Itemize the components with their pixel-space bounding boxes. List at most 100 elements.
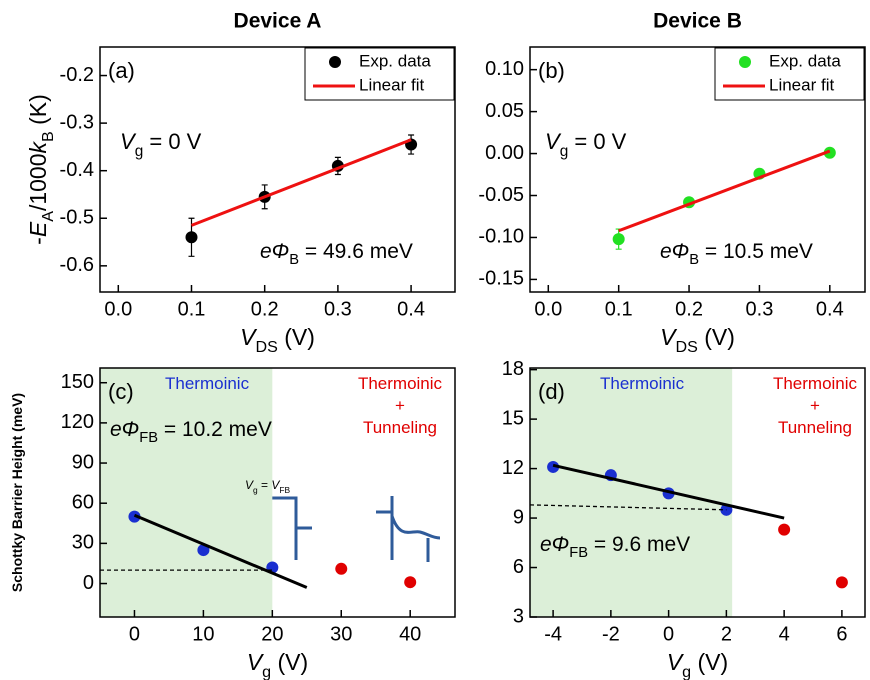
text-part: Thermoinic xyxy=(773,374,858,393)
annotation: Vg = 0 V xyxy=(120,129,202,160)
text-part: eΦ xyxy=(260,240,289,263)
text-part: V xyxy=(245,478,254,492)
annotation: Thermoinic xyxy=(358,374,443,393)
y-axis-label: Schottky Barrier Height (meV) xyxy=(9,393,25,592)
x-tick-label: -4 xyxy=(544,623,562,645)
text-part: FB xyxy=(279,485,290,495)
text-part: (V) xyxy=(698,324,735,350)
y-tick-label: 150 xyxy=(61,371,94,393)
fit-line xyxy=(190,138,412,227)
annotation: eΦFB = 10.2 meV xyxy=(110,418,272,446)
panel-title: Device B xyxy=(653,10,742,33)
y-tick-label: -0.5 xyxy=(60,207,94,229)
y-tick-label: 120 xyxy=(61,411,94,433)
annotation: Tunneling xyxy=(363,418,437,437)
text-part: FB xyxy=(569,545,588,561)
x-tick-label: 20 xyxy=(261,623,283,645)
text-part: eΦ xyxy=(540,533,569,556)
x-tick-label: 4 xyxy=(779,623,790,645)
panel-label: (c) xyxy=(108,379,134,404)
text-part: Thermoinic xyxy=(358,374,443,393)
x-tick-label: 0.2 xyxy=(675,298,703,320)
band-icon xyxy=(376,496,441,562)
text-part: g xyxy=(253,485,258,495)
legend-label: Linear fit xyxy=(359,75,424,94)
x-tick-label: 6 xyxy=(836,623,847,645)
text-part: g xyxy=(135,143,144,160)
text-part: k xyxy=(25,140,51,153)
text-part: V xyxy=(271,478,280,492)
y-tick-label: 12 xyxy=(502,457,524,479)
fit-line xyxy=(552,463,785,520)
x-axis-label: VDS (V) xyxy=(660,324,735,356)
text-part: (V) xyxy=(691,649,728,675)
x-tick-label: 0.4 xyxy=(397,298,425,320)
text-part: V xyxy=(240,324,258,350)
y-tick-label: -0.6 xyxy=(60,254,94,276)
data-point xyxy=(197,544,210,557)
y-tick-label: 0.00 xyxy=(485,142,524,164)
data-point xyxy=(835,576,848,589)
fit-line xyxy=(133,513,308,589)
plot-frame xyxy=(529,367,866,618)
text-part: E xyxy=(25,221,51,237)
x-tick-label: 0 xyxy=(129,623,140,645)
text-part: (K) xyxy=(25,94,51,131)
plot-frame xyxy=(99,367,456,618)
x-tick-label: 0.3 xyxy=(324,298,352,320)
x-tick-label: 40 xyxy=(399,623,421,645)
x-tick-label: 2 xyxy=(721,623,732,645)
fit-line xyxy=(618,149,831,233)
text-part: = xyxy=(258,478,272,492)
text-part: Schottky Barrier Height (meV) xyxy=(9,393,25,592)
panel-label: (b) xyxy=(538,58,565,83)
text-part: Tunneling xyxy=(363,418,437,437)
panel-label: (a) xyxy=(108,58,135,83)
annotation: eΦB = 49.6 meV xyxy=(260,240,413,268)
text-part: V xyxy=(667,649,685,675)
x-tick-label: 0.3 xyxy=(746,298,774,320)
annotation: Thermoinic xyxy=(773,374,858,393)
text-part: = 10.2 meV xyxy=(158,418,272,441)
annotation: Thermoinic xyxy=(165,374,250,393)
annotation: Tunneling xyxy=(778,418,852,437)
data-point xyxy=(404,576,417,589)
plot-frame xyxy=(99,46,456,293)
text-part: eΦ xyxy=(660,240,689,263)
text-part: = 10.5 meV xyxy=(699,240,813,263)
annotation: + xyxy=(395,396,405,415)
text-part: A xyxy=(39,211,57,222)
x-tick-label: 0.0 xyxy=(534,298,562,320)
panel-title: Device A xyxy=(234,10,322,33)
y-tick-label: 30 xyxy=(72,532,94,554)
text-part: g xyxy=(682,663,691,680)
x-tick-label: 10 xyxy=(192,623,214,645)
y-tick-label: -0.05 xyxy=(478,184,524,206)
x-tick-label: 0 xyxy=(663,623,674,645)
text-part: /1000 xyxy=(25,153,51,211)
text-part: + xyxy=(395,396,405,415)
panel-label: (d) xyxy=(538,379,565,404)
text-part: - xyxy=(25,237,51,245)
text-part: Tunneling xyxy=(778,418,852,437)
text-part: V xyxy=(120,129,137,154)
text-part: B xyxy=(289,252,299,268)
legend-marker xyxy=(739,56,751,68)
annotation: Vg = 0 V xyxy=(545,129,627,160)
text-part: V xyxy=(545,129,562,154)
data-point xyxy=(185,231,198,244)
y-tick-label: -0.3 xyxy=(60,111,94,133)
text-part: DS xyxy=(675,338,697,356)
legend-label: Linear fit xyxy=(769,75,834,94)
y-tick-label: 0 xyxy=(83,572,94,594)
text-part: + xyxy=(810,396,820,415)
plot-frame xyxy=(529,46,866,293)
y-tick-label: 60 xyxy=(72,491,94,513)
x-tick-label: 0.0 xyxy=(104,298,132,320)
text-part: g xyxy=(262,663,271,680)
x-axis-label: Vg (V) xyxy=(667,649,728,680)
y-tick-label: -0.15 xyxy=(478,268,524,290)
legend-label: Exp. data xyxy=(359,51,431,70)
